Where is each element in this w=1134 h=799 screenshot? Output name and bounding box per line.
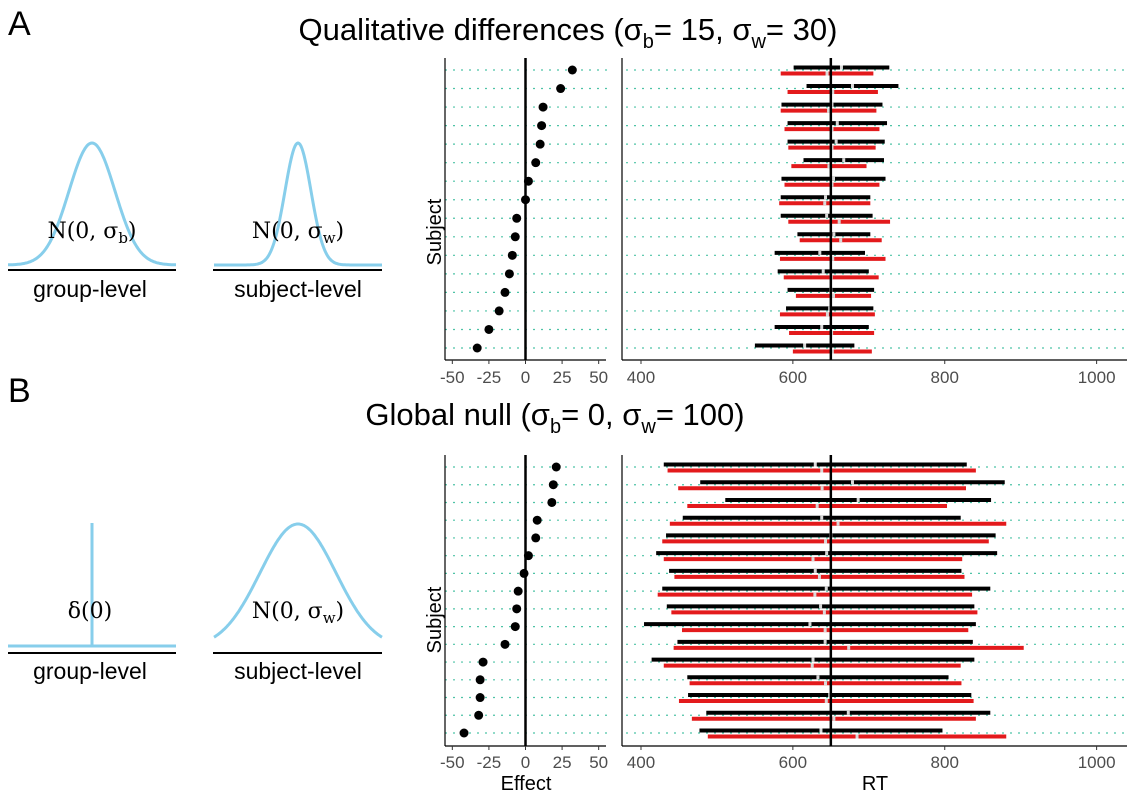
subject-level-label: subject-level [234,276,362,302]
effect-point [475,675,485,685]
x-tick-label: 800 [931,368,959,387]
effect-point [500,639,510,649]
effect-point [512,213,522,223]
effect-point [523,551,533,561]
x-tick-label: 1000 [1078,368,1116,387]
effect-point [567,65,577,75]
effect-point [512,604,522,614]
effect-x-axis-title: Effect [501,773,552,795]
effect-point [510,232,520,242]
x-tick-label: 0 [521,753,530,772]
effect-point [472,343,482,353]
x-tick-label: -50 [440,753,465,772]
plot-area: -50 -25 0 25 50 400 600 800 1000 -50 -25 0 25 50 400 60… [440,58,1127,772]
subject-normal-curve [213,522,383,639]
effect-point [475,693,485,703]
effect-point [504,269,514,279]
effect-point [548,480,558,490]
subject-normal-curve [214,141,382,267]
x-tick-label: 0 [521,368,530,387]
effect-point [478,657,488,667]
effect-point [519,568,529,578]
effect-point [531,158,541,168]
effect-point [510,622,520,632]
x-tick-label: 50 [589,753,608,772]
effect-point [500,287,510,297]
subject-dist-label: N(0, σw) [252,219,344,247]
effect-point [535,139,545,149]
x-tick-label: 25 [553,368,572,387]
x-tick-label: 50 [589,368,608,387]
rt-x-axis-title: RT [862,773,888,795]
panel-b-title: Global null (σb= 0, σw= 100) [365,397,744,438]
x-tick-label: -25 [477,753,502,772]
effect-point [537,121,547,131]
effect-point [532,515,542,525]
effect-point [513,586,523,596]
group-level-label: group-level [33,658,147,684]
effect-y-axis-title: Subject [424,586,446,653]
effect-point [551,462,561,472]
effect-point [531,533,541,543]
effect-point [494,306,504,316]
panel-a-title: Qualitative differences (σb= 15, σw= 30) [299,12,838,53]
x-tick-label: 400 [627,368,655,387]
group-dist-label: δ(0) [68,599,112,624]
effect-point [521,195,530,205]
panel-letter-b: B [8,372,31,410]
x-tick-label: 25 [553,753,572,772]
panel-letter-a: A [8,5,31,43]
x-tick-label: 400 [627,753,655,772]
effect-point [556,84,566,94]
x-tick-label: -50 [440,368,465,387]
x-tick-label: 800 [931,753,959,772]
x-tick-label: -25 [477,368,502,387]
group-normal-curve [8,141,176,267]
effect-plot: -50 -25 0 25 50 [440,455,608,772]
x-tick-label: 600 [779,368,807,387]
effect-point [507,250,517,260]
subject-dist-label: N(0, σw) [252,599,344,627]
rt-plot: 400 600 800 1000 [621,58,1127,387]
effect-plot: -50 -25 0 25 50 [440,58,608,387]
effect-point [547,497,557,507]
effect-point [538,102,548,112]
effect-point [459,728,469,738]
subject-level-label: subject-level [234,658,362,684]
effect-y-axis-title: Subject [424,198,446,265]
effect-point [484,324,494,334]
group-level-label: group-level [33,276,147,302]
effect-point [474,710,484,720]
effect-point [523,176,533,186]
x-tick-label: 1000 [1078,753,1116,772]
x-tick-label: 600 [779,753,807,772]
rt-plot: 400 600 800 1000 [621,455,1127,772]
group-dist-label: N(0, σb) [47,219,136,247]
